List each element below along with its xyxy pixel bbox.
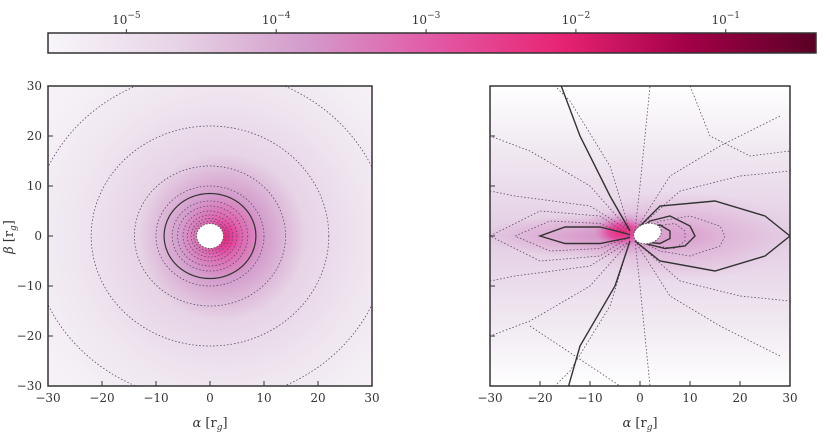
- y-tick-label: −10: [17, 279, 42, 293]
- panel-right: −30 −20 −10 0 10 20 30 α [rg]: [477, 85, 798, 433]
- dotted-contour: [90, 125, 330, 347]
- dotted-contour: [190, 218, 230, 254]
- colorbar-tick-label: 10−2: [562, 11, 591, 27]
- solid-contour: [634, 215, 696, 250]
- y-tick-label: 20: [27, 129, 42, 143]
- black-hole-shadow: [196, 223, 224, 249]
- solid-contour: [634, 200, 790, 272]
- dotted-contour: [634, 86, 651, 232]
- x-tick-label: 20: [732, 391, 747, 405]
- dotted-contour: [490, 240, 631, 282]
- y-tick-label: 30: [27, 79, 42, 93]
- solid-contour: [560, 86, 631, 232]
- colorbar-tick-label: 10−1: [711, 11, 740, 27]
- colorbar-gradient: [47, 32, 817, 54]
- x-tick-label: −20: [89, 391, 114, 405]
- x-tick-label: 10: [256, 391, 271, 405]
- x-tick-label: 0: [206, 391, 214, 405]
- dotted-contour: [490, 240, 631, 337]
- dotted-contour: [554, 86, 631, 232]
- left-ylabel: β [rg]: [2, 220, 19, 255]
- dotted-contour: [634, 170, 790, 232]
- dotted-contour: [634, 240, 781, 357]
- solid-contour: [163, 192, 257, 280]
- dotted-contour: [513, 220, 631, 252]
- solid-contour: [537, 226, 631, 245]
- dotted-contour: [182, 210, 238, 262]
- dotted-contour: [155, 185, 265, 287]
- x-tick-label: 20: [310, 391, 325, 405]
- x-tick-label: 10: [682, 391, 697, 405]
- y-tick-label: 0: [34, 229, 42, 243]
- black-hole-shadow: [633, 222, 662, 245]
- dotted-contour: [171, 200, 249, 272]
- dotted-contour: [186, 214, 234, 258]
- y-tick-label: 10: [27, 179, 42, 193]
- dotted-contour: [634, 115, 781, 232]
- dotted-contour: [554, 240, 631, 386]
- x-tick-label: −10: [577, 391, 602, 405]
- y-tick-label: −30: [17, 379, 42, 393]
- right-xlabel: α [rg]: [622, 416, 657, 433]
- solid-contour: [567, 240, 631, 386]
- colorbar-tick-label: 10−4: [262, 11, 291, 27]
- left-xlabel: α [rg]: [192, 416, 227, 433]
- x-tick-label: 30: [364, 391, 379, 405]
- dotted-contour: [490, 190, 631, 232]
- dotted-contour: [490, 210, 631, 262]
- x-tick-label: 30: [782, 391, 797, 405]
- x-tick-label: −20: [527, 391, 552, 405]
- y-tick-label: −20: [17, 329, 42, 343]
- dotted-contour: [133, 165, 286, 307]
- colorbar-tick-label: 10−3: [412, 11, 441, 27]
- x-tick-label: 0: [636, 391, 644, 405]
- colorbar: 10−5 10−4 10−3 10−2 10−1: [47, 11, 817, 54]
- dotted-contour: [634, 240, 790, 302]
- x-tick-label: −30: [477, 391, 502, 405]
- dotted-contour: [634, 240, 651, 386]
- x-tick-label: −30: [35, 391, 60, 405]
- dotted-contour: [490, 135, 631, 232]
- x-tick-label: −10: [143, 391, 168, 405]
- colorbar-tick-label: 10−5: [112, 11, 141, 27]
